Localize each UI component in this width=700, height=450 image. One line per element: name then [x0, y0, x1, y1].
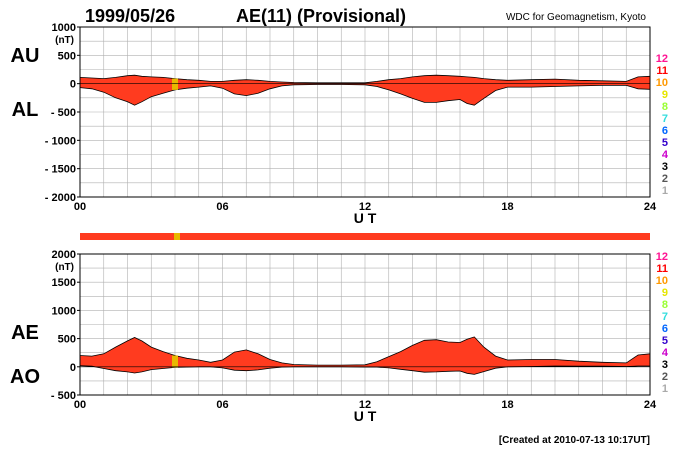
- legend-level-label: 10: [656, 77, 668, 89]
- legend-level-label: 1: [662, 383, 668, 395]
- y-tick-label: 0: [70, 79, 76, 91]
- x-tick-label: 00: [74, 201, 86, 213]
- legend-level-label: 11: [656, 263, 668, 275]
- legend-level-label: 4: [662, 149, 669, 161]
- x-tick-label: 18: [501, 399, 513, 411]
- y-tick-label: 500: [58, 50, 76, 62]
- x-tick-label: 00: [74, 399, 86, 411]
- legend-level-label: 6: [662, 323, 668, 335]
- legend-level-label: 12: [656, 53, 668, 65]
- y-tick-label: - 500: [51, 390, 76, 402]
- y-tick-label: - 1500: [45, 164, 76, 176]
- legend-level-label: 6: [662, 125, 668, 137]
- x-axis-label: U T: [354, 408, 377, 424]
- index-title: AE(11) (Provisional): [236, 6, 406, 26]
- y-tick-label: 1000: [52, 305, 76, 317]
- series-line-au: [79, 74, 651, 84]
- y-tick-label: - 2000: [45, 192, 76, 204]
- legend-level-label: 2: [662, 371, 668, 383]
- index-band-area: [80, 75, 650, 106]
- y-tick-label: 0: [70, 362, 76, 374]
- legend-level-label: 10: [656, 275, 668, 287]
- legend-level-label: 1: [662, 185, 668, 197]
- legend-level-label: 4: [662, 347, 669, 359]
- legend-level-label: 12: [656, 251, 668, 263]
- index-band-area: [80, 336, 650, 375]
- ae-ao-panel: 2000 1500 1000 500 0 - 500 (nT) 00 06 12 18 24 U T AE…: [10, 249, 657, 424]
- side-label-au: AU: [11, 45, 40, 67]
- legend-level-label: 11: [656, 65, 668, 77]
- y-tick-label: - 1000: [45, 135, 76, 147]
- plot-frame: [79, 253, 651, 396]
- y-tick-label: 1000: [52, 22, 76, 34]
- legend-level-label: 2: [662, 173, 668, 185]
- side-label-ao: AO: [10, 366, 40, 388]
- highlight-hour-mark: [172, 355, 178, 368]
- y-tick-label: 1500: [52, 277, 76, 289]
- x-tick-label: 24: [644, 399, 657, 411]
- date-label: 1999/05/26: [85, 6, 175, 26]
- status-bar-highlight: [174, 233, 180, 240]
- y-tick-label: 2000: [52, 249, 76, 261]
- x-tick-label: 12: [359, 201, 371, 213]
- unit-label: (nT): [55, 35, 74, 46]
- series-line-ae: [79, 336, 651, 366]
- series-line-al: [79, 84, 651, 106]
- side-label-ae: AE: [11, 322, 39, 344]
- legend-level-label: 8: [662, 299, 668, 311]
- y-tick-label: 500: [58, 334, 76, 346]
- highlight-hour-mark: [172, 78, 178, 90]
- x-tick-label: 06: [216, 201, 228, 213]
- legend-level-label: 8: [662, 101, 668, 113]
- legend-level-label: 3: [662, 359, 668, 371]
- x-tick-label: 12: [359, 399, 371, 411]
- x-tick-label: 18: [501, 201, 513, 213]
- legend-level-label: 3: [662, 161, 668, 173]
- legend-level-label: 9: [662, 287, 668, 299]
- legend-level-label: 7: [662, 311, 668, 323]
- created-footer: [Created at 2010-07-13 10:17UT]: [499, 435, 650, 446]
- y-tick-label: - 500: [51, 107, 76, 119]
- x-tick-label: 06: [216, 399, 228, 411]
- legend-level-label: 7: [662, 113, 668, 125]
- au-al-panel: 1000 500 0 - 500 - 1000 - 1500 - 2000 (nT) 00 06 1…: [11, 22, 657, 226]
- source-label: WDC for Geomagnetism, Kyoto: [506, 12, 646, 23]
- unit-label: (nT): [55, 262, 74, 273]
- side-label-al: AL: [12, 99, 39, 121]
- legend-level-label: 5: [662, 137, 668, 149]
- status-bar: [80, 233, 650, 240]
- legend-level-label: 9: [662, 89, 668, 101]
- x-axis-label: U T: [354, 210, 377, 226]
- x-tick-label: 24: [644, 201, 657, 213]
- legend-level-label: 5: [662, 335, 668, 347]
